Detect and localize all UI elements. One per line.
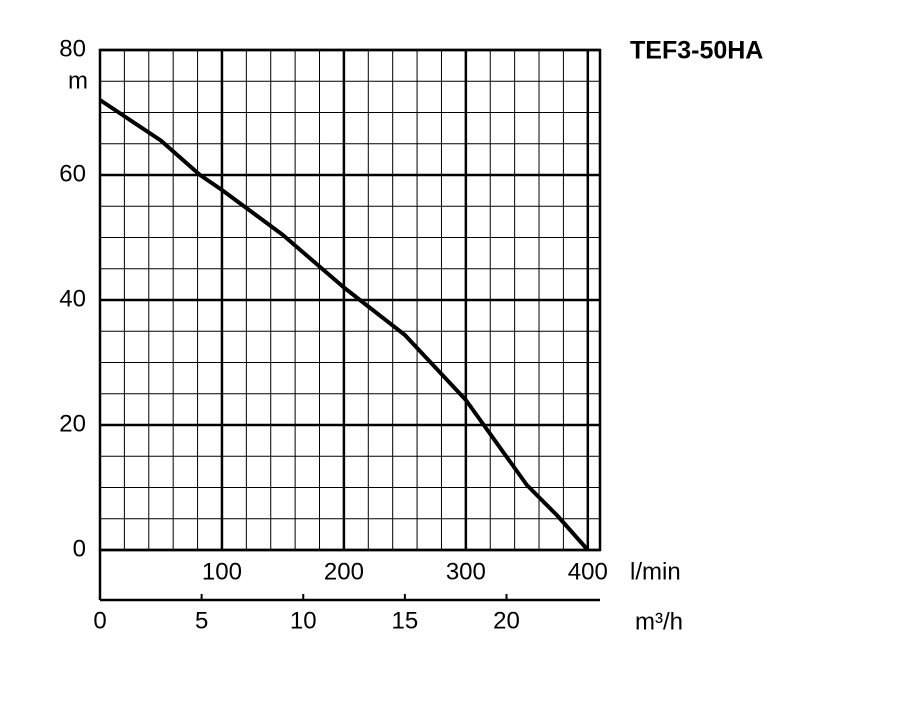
- curve: [98, 98, 590, 552]
- x2-tick-label: 0: [93, 607, 106, 634]
- y-tick-label: 40: [59, 285, 86, 312]
- x-tick-label: 200: [324, 558, 364, 585]
- y-tick-label: 0: [73, 535, 86, 562]
- x2-tick-label: 10: [290, 607, 317, 634]
- y-tick-label: 20: [59, 410, 86, 437]
- x2-axis-label: m³/h: [635, 608, 683, 635]
- x2-tick-label: 15: [392, 607, 419, 634]
- x-tick-label: 400: [568, 558, 608, 585]
- x-axis-label: l/min: [630, 558, 681, 585]
- y-tick-label: 60: [59, 160, 86, 187]
- x-tick-label: 300: [446, 558, 486, 585]
- y-tick-label: 80: [59, 35, 86, 62]
- plot-frame: [98, 48, 602, 552]
- chart-title: TEF3-50HA: [630, 37, 763, 65]
- x2-tick-label: 5: [195, 607, 208, 634]
- y-axis-label: m: [68, 67, 88, 94]
- x2-tick-label: 20: [493, 607, 520, 634]
- x-tick-label: 100: [202, 558, 242, 585]
